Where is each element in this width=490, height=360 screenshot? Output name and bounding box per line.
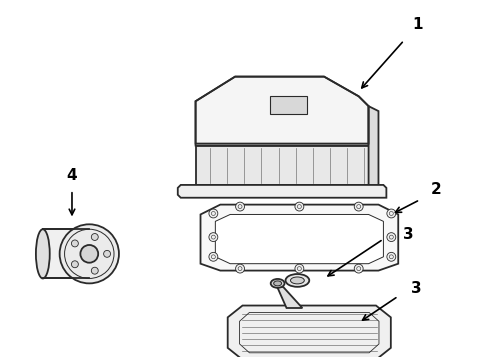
Text: 3: 3 — [403, 227, 414, 242]
Ellipse shape — [274, 281, 282, 286]
Circle shape — [295, 202, 304, 211]
Circle shape — [209, 233, 218, 242]
Circle shape — [236, 202, 245, 211]
Text: 1: 1 — [413, 17, 423, 32]
Circle shape — [72, 240, 78, 247]
Circle shape — [354, 202, 363, 211]
Polygon shape — [228, 306, 391, 360]
Text: 3: 3 — [411, 281, 421, 296]
Polygon shape — [368, 106, 378, 188]
Bar — [270, 96, 307, 114]
Ellipse shape — [286, 274, 309, 287]
Circle shape — [91, 234, 98, 240]
Ellipse shape — [36, 229, 50, 278]
Circle shape — [72, 261, 78, 268]
Text: 2: 2 — [430, 183, 441, 197]
Circle shape — [209, 209, 218, 218]
Ellipse shape — [291, 277, 304, 284]
Circle shape — [354, 264, 363, 273]
Polygon shape — [196, 145, 368, 185]
Circle shape — [209, 252, 218, 261]
Ellipse shape — [270, 279, 285, 288]
Polygon shape — [200, 204, 398, 271]
Circle shape — [387, 209, 396, 218]
Polygon shape — [43, 229, 89, 278]
Circle shape — [387, 233, 396, 242]
Polygon shape — [196, 77, 368, 145]
Polygon shape — [215, 215, 383, 264]
Polygon shape — [178, 185, 387, 198]
Circle shape — [103, 251, 111, 257]
Circle shape — [236, 264, 245, 273]
Circle shape — [387, 252, 396, 261]
Circle shape — [91, 267, 98, 274]
Text: 4: 4 — [67, 167, 77, 183]
Polygon shape — [276, 283, 302, 308]
Circle shape — [60, 224, 119, 283]
Circle shape — [295, 264, 304, 273]
Circle shape — [80, 245, 98, 263]
